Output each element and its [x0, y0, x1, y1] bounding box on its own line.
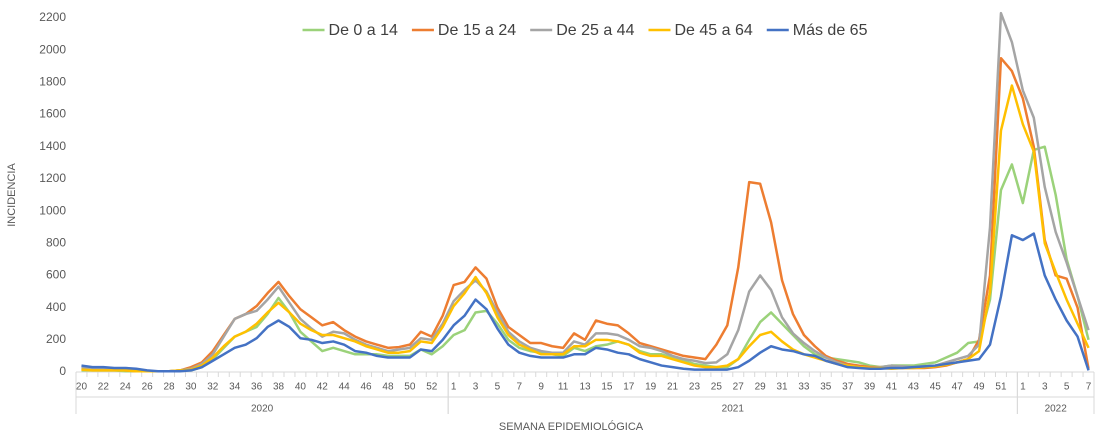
x-tick-label: 45: [930, 382, 942, 393]
x-tick-label: 34: [229, 382, 241, 393]
x-tick-label: 7: [517, 382, 523, 393]
legend-label: De 25 a 44: [556, 22, 634, 39]
x-tick-label: 28: [163, 382, 175, 393]
x-tick-label: 17: [623, 382, 635, 393]
x-tick-label: 21: [667, 382, 679, 393]
x-axis-title: SEMANA EPIDEMIOLÓGICA: [499, 420, 644, 433]
y-tick-label: 0: [59, 364, 66, 378]
x-tick-label: 29: [755, 382, 767, 393]
y-tick-label: 1400: [39, 139, 66, 153]
x-tick-label: 19: [645, 382, 657, 393]
group-label: 2020: [251, 404, 274, 415]
y-tick-label: 1000: [39, 203, 66, 217]
x-tick-label: 35: [820, 382, 832, 393]
x-tick-label: 39: [864, 382, 876, 393]
x-tick-label: 50: [404, 382, 416, 393]
x-tick-label: 52: [426, 382, 438, 393]
x-tick-label: 51: [995, 382, 1007, 393]
y-axis-title: INCIDENCIA: [6, 163, 18, 227]
x-tick-label: 32: [207, 382, 219, 393]
x-tick-label: 44: [339, 382, 351, 393]
legend-label: De 15 a 24: [438, 22, 516, 39]
y-tick-label: 2200: [39, 10, 66, 24]
y-tick-label: 1200: [39, 171, 66, 185]
x-tick-label: 5: [495, 382, 501, 393]
x-tick-label: 20: [76, 382, 88, 393]
series-line: [81, 11, 1090, 373]
x-tick-label: 23: [689, 382, 701, 393]
x-tick-label: 3: [1042, 382, 1048, 393]
x-tick-label: 40: [295, 382, 307, 393]
y-tick-label: 400: [46, 300, 66, 314]
y-tick-label: 800: [46, 235, 66, 249]
x-tick-label: 31: [776, 382, 788, 393]
y-tick-label: 1800: [39, 75, 66, 89]
series-line: [81, 232, 1090, 373]
x-tick-label: 3: [473, 382, 479, 393]
x-tick-label: 15: [601, 382, 613, 393]
y-tick-label: 1600: [39, 107, 66, 121]
x-tick-label: 36: [251, 382, 263, 393]
group-label: 2022: [1045, 404, 1068, 415]
x-tick-label: 11: [558, 382, 569, 393]
x-tick-label: 30: [185, 382, 197, 393]
x-tick-label: 41: [886, 382, 898, 393]
group-label: 2021: [722, 404, 745, 415]
x-tick-label: 26: [142, 382, 154, 393]
x-tick-label: 43: [908, 382, 920, 393]
x-tick-label: 1: [451, 382, 457, 393]
x-tick-label: 49: [974, 382, 986, 393]
x-tick-label: 46: [361, 382, 373, 393]
x-tick-label: 47: [952, 382, 964, 393]
x-tick-label: 22: [98, 382, 110, 393]
x-tick-label: 37: [842, 382, 854, 393]
legend-label: Más de 65: [793, 22, 868, 39]
x-tick-label: 5: [1064, 382, 1070, 393]
series-line: [81, 84, 1090, 373]
x-tick-label: 1: [1020, 382, 1026, 393]
x-tick-label: 38: [273, 382, 285, 393]
x-tick-label: 9: [538, 382, 544, 393]
x-tick-label: 42: [317, 382, 329, 393]
x-tick-label: 24: [120, 382, 132, 393]
x-tick-label: 7: [1086, 382, 1092, 393]
y-tick-label: 2000: [39, 42, 66, 56]
x-tick-label: 33: [798, 382, 810, 393]
x-tick-label: 13: [579, 382, 591, 393]
x-tick-label: 27: [733, 382, 745, 393]
x-tick-label: 25: [711, 382, 723, 393]
x-tick-label: 48: [382, 382, 394, 393]
legend: De 0 a 14 De 15 a 24 De 25 a 44 De 45 a 64 M…: [302, 22, 868, 39]
y-tick-label: 600: [46, 268, 66, 282]
legend-label: De 45 a 64: [674, 22, 752, 39]
legend-label: De 0 a 14: [329, 22, 398, 39]
y-tick-label: 200: [46, 332, 66, 346]
